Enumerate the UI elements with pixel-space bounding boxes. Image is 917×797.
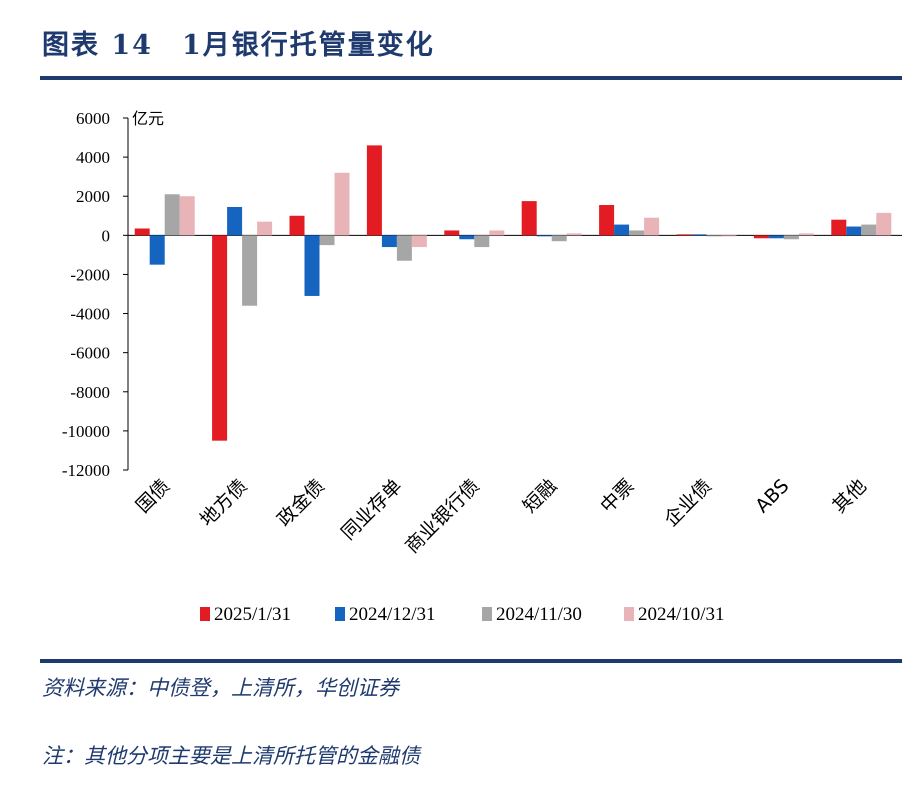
bar [614, 224, 630, 236]
bar [149, 235, 165, 265]
bar [289, 215, 305, 236]
legend-label: 2024/11/30 [496, 604, 582, 625]
source-note: 资料来源：中债登，上清所，华创证券 [42, 676, 399, 700]
bar [319, 235, 335, 246]
y-tick-label: 4000 [76, 148, 110, 167]
legend: 2025/1/31 2024/12/31 2024/11/30 2024/10/31 [200, 604, 725, 625]
bar [304, 235, 320, 296]
bar [227, 206, 243, 236]
bar [212, 235, 228, 441]
bar [489, 230, 505, 236]
bar [536, 235, 552, 237]
bar [861, 224, 877, 236]
legend-swatch [200, 607, 210, 621]
bar [798, 233, 814, 236]
y-tick-label: -8000 [70, 383, 110, 402]
bar [521, 201, 537, 236]
bar [257, 221, 273, 236]
bar [566, 233, 582, 236]
footnote: 注：其他分项主要是上清所托管的金融债 [42, 744, 420, 768]
y-tick-label: -12000 [62, 461, 110, 480]
x-tick-label: 企业债 [660, 475, 716, 531]
bar [644, 217, 660, 236]
bar [444, 230, 460, 236]
x-category: 国债 [132, 475, 174, 517]
x-category: 地方债 [196, 475, 252, 531]
bar [876, 212, 892, 236]
bar [599, 205, 615, 236]
x-tick-label: 同业存单 [337, 475, 406, 544]
chart-title: 图表 14 1月银行托管量变化 [42, 22, 435, 62]
legend-swatch [482, 607, 492, 621]
x-category: 政金债 [273, 475, 329, 531]
bar [691, 234, 707, 236]
x-tick-label: ABS [751, 475, 793, 517]
bar [411, 235, 427, 248]
x-tick-label: 其他 [828, 475, 870, 517]
x-category: ABS [751, 475, 793, 517]
y-tick-label: 0 [102, 226, 111, 245]
bar [381, 235, 397, 248]
bar [831, 219, 847, 236]
y-tick-label: -2000 [70, 265, 110, 284]
x-tick-label: 地方债 [196, 475, 252, 531]
x-category: 短融 [519, 475, 561, 517]
y-axis-unit: 亿元 [132, 109, 164, 128]
x-category: 同业存单 [337, 475, 406, 544]
bar [242, 235, 258, 306]
legend-label: 2024/12/31 [349, 604, 436, 625]
x-category: 其他 [828, 475, 870, 517]
bar [474, 235, 490, 248]
bar [768, 235, 784, 239]
bar [783, 235, 799, 240]
x-tick-label: 短融 [519, 475, 561, 517]
x-tick-label: 政金债 [273, 475, 329, 531]
bar [134, 228, 150, 236]
bar [551, 235, 567, 242]
bar-series [134, 145, 892, 441]
x-tick-label: 国债 [132, 475, 174, 517]
y-tick-label: -4000 [70, 305, 110, 324]
bar [846, 226, 862, 236]
bar [366, 145, 382, 236]
bar [334, 172, 350, 236]
bar [721, 235, 737, 237]
legend-label: 2024/10/31 [638, 604, 725, 625]
x-category: 企业债 [660, 475, 716, 531]
bar [179, 196, 195, 236]
bar [676, 234, 692, 236]
bar [396, 235, 412, 261]
bottom-divider [40, 659, 902, 663]
x-category: 中票 [596, 475, 638, 517]
y-tick-label: 2000 [76, 187, 110, 206]
y-tick-label: -10000 [62, 422, 110, 441]
chart-title-text: 图表 14 1月银行托管量变化 [42, 29, 435, 61]
bar-chart: 6000 4000 2000 0 -2000 -4000 -6000 -8000 -10000 -… [62, 109, 902, 625]
bar [459, 235, 475, 240]
legend-swatch [624, 607, 634, 621]
bar [629, 230, 645, 236]
y-tick-label: 6000 [76, 109, 110, 128]
legend-label: 2025/1/31 [214, 604, 291, 625]
bar [164, 194, 180, 236]
y-axis: 6000 4000 2000 0 -2000 -4000 -6000 -8000 -10000 -… [62, 109, 902, 480]
x-category: 商业银行债 [401, 475, 484, 558]
x-tick-label: 中票 [596, 475, 638, 517]
top-divider [40, 76, 902, 80]
x-tick-label: 商业银行债 [401, 475, 484, 558]
bar [753, 235, 769, 239]
legend-swatch [335, 607, 345, 621]
y-tick-label: -6000 [70, 344, 110, 363]
bar [706, 235, 722, 237]
